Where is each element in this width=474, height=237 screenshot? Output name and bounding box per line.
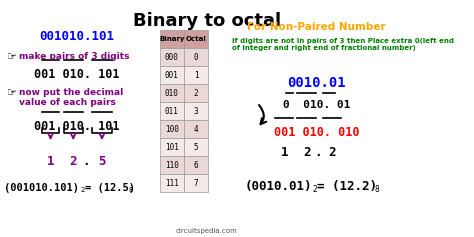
Text: Binary: Binary	[159, 36, 184, 42]
Text: (001010.101): (001010.101)	[4, 183, 79, 193]
Text: 110: 110	[165, 160, 179, 169]
Text: Binary to octal: Binary to octal	[133, 12, 281, 30]
Text: 001 010. 101: 001 010. 101	[34, 68, 119, 81]
Text: 8: 8	[375, 185, 380, 194]
Text: 011: 011	[165, 106, 179, 115]
Bar	[160, 174, 184, 192]
Text: 010: 010	[165, 88, 179, 97]
Text: 8: 8	[128, 187, 133, 193]
Text: 001 010. 101: 001 010. 101	[34, 120, 119, 133]
Bar	[184, 66, 209, 84]
Text: Octal: Octal	[186, 36, 207, 42]
Text: 111: 111	[165, 178, 179, 187]
Text: 0: 0	[194, 53, 199, 61]
Text: 7: 7	[194, 178, 199, 187]
Bar	[160, 66, 184, 84]
Bar	[160, 138, 184, 156]
Text: 4: 4	[194, 124, 199, 133]
Text: For Non-Paired Number: For Non-Paired Number	[247, 22, 386, 32]
Bar	[160, 156, 184, 174]
Text: If digits are not in pairs of 3 then Place extra 0(left end
of integer and right: If digits are not in pairs of 3 then Pla…	[232, 38, 454, 51]
Text: circuitspedia.com: circuitspedia.com	[176, 228, 237, 234]
Text: 2: 2	[312, 185, 317, 194]
Text: (0010.01): (0010.01)	[245, 180, 312, 193]
Text: 0010.01: 0010.01	[287, 76, 346, 90]
Text: 100: 100	[165, 124, 179, 133]
Text: 0  010. 01: 0 010. 01	[283, 100, 350, 110]
Text: 001: 001	[165, 70, 179, 79]
Text: = (12.2): = (12.2)	[317, 180, 377, 193]
Text: now put the decimal
value of each pairs: now put the decimal value of each pairs	[19, 88, 123, 107]
Bar	[160, 48, 184, 66]
Text: 2: 2	[194, 88, 199, 97]
Text: 1: 1	[194, 70, 199, 79]
Text: 101: 101	[165, 142, 179, 151]
Bar	[184, 102, 209, 120]
Text: = (12.5): = (12.5)	[84, 183, 135, 193]
Text: 2: 2	[328, 146, 336, 159]
Text: ☞: ☞	[7, 88, 17, 98]
Bar	[160, 120, 184, 138]
Text: .: .	[314, 146, 322, 159]
Text: 000: 000	[165, 53, 179, 61]
Text: .: .	[82, 155, 90, 168]
Text: 001010.101: 001010.101	[39, 30, 114, 43]
Text: 1: 1	[47, 155, 55, 168]
Text: 6: 6	[194, 160, 199, 169]
Bar	[184, 48, 209, 66]
Bar	[184, 138, 209, 156]
Text: 5: 5	[194, 142, 199, 151]
Bar	[184, 156, 209, 174]
Bar	[160, 30, 184, 48]
Text: 1: 1	[281, 146, 288, 159]
Bar	[184, 84, 209, 102]
Text: 2: 2	[80, 187, 84, 193]
Text: make pairs of 3 digits: make pairs of 3 digits	[19, 52, 130, 61]
Bar	[184, 120, 209, 138]
Text: 2: 2	[70, 155, 77, 168]
Text: 3: 3	[194, 106, 199, 115]
Bar	[184, 174, 209, 192]
Text: 2: 2	[303, 146, 310, 159]
Text: 5: 5	[98, 155, 106, 168]
Bar	[160, 102, 184, 120]
Text: 001 010. 010: 001 010. 010	[273, 126, 359, 139]
Bar	[184, 30, 209, 48]
Text: ☞: ☞	[7, 52, 17, 62]
Bar	[160, 84, 184, 102]
